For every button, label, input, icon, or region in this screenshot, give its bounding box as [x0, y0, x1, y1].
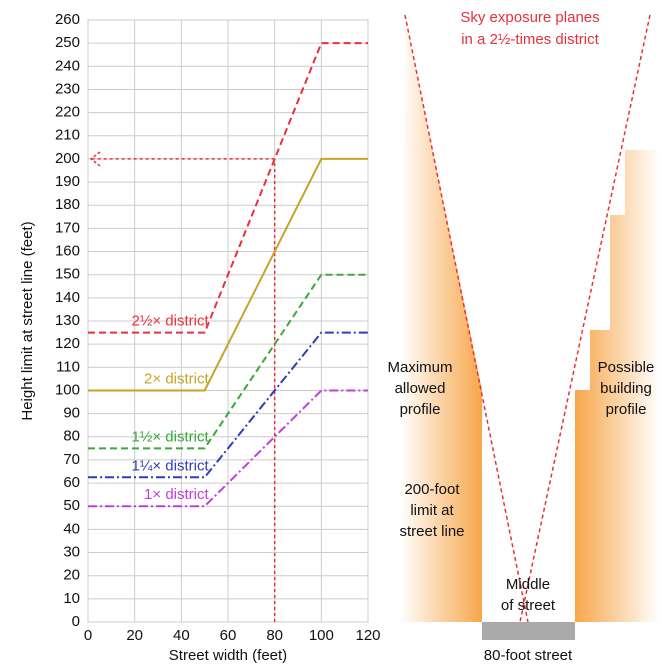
diagram-title: in a 2½-times district	[461, 31, 599, 48]
sky-plane	[519, 14, 651, 623]
y-tick-label: 20	[63, 567, 80, 584]
x-tick-label: 0	[84, 627, 92, 644]
right-label: building	[600, 380, 652, 397]
sky-plane	[404, 14, 529, 623]
middle-label: Middle	[506, 576, 550, 593]
diagram-title: Sky exposure planes	[460, 9, 599, 26]
y-tick-label: 150	[55, 266, 80, 283]
left-label: Maximum	[387, 359, 452, 376]
y-tick-label: 40	[63, 520, 80, 537]
y-tick-label: 100	[55, 381, 80, 398]
x-tick-label: 80	[266, 627, 283, 644]
left-label: profile	[400, 401, 441, 418]
x-tick-label: 20	[126, 627, 143, 644]
y-tick-label: 250	[55, 34, 80, 51]
legend-label: 1½× district	[132, 428, 210, 445]
series-line	[88, 157, 368, 392]
limit-label: limit at	[410, 502, 454, 519]
y-tick-label: 190	[55, 173, 80, 190]
limit-label: street line	[399, 523, 464, 540]
legend-label: 1× district	[144, 486, 209, 503]
series-line	[88, 42, 368, 334]
y-tick-label: 230	[55, 80, 80, 97]
series-line	[88, 331, 368, 479]
y-tick-label: 260	[55, 11, 80, 28]
right-label: Possible	[598, 359, 655, 376]
legend-label: 2½× district	[132, 313, 210, 330]
street-label: 80-foot street	[484, 647, 573, 664]
x-tick-label: 120	[355, 627, 380, 644]
y-tick-label: 50	[63, 497, 80, 514]
y-tick-label: 120	[55, 335, 80, 352]
y-tick-label: 160	[55, 243, 80, 260]
y-tick-label: 220	[55, 104, 80, 121]
y-tick-label: 140	[55, 289, 80, 306]
y-tick-label: 130	[55, 312, 80, 329]
y-tick-label: 10	[63, 590, 80, 607]
limit-label: 200-foot	[404, 481, 460, 498]
y-axis-label: Height limit at street line (feet)	[19, 221, 36, 420]
right-label: profile	[606, 401, 647, 418]
y-tick-label: 30	[63, 544, 80, 561]
y-tick-label: 60	[63, 474, 80, 491]
y-tick-label: 80	[63, 428, 80, 445]
y-tick-label: 180	[55, 196, 80, 213]
y-tick-label: 170	[55, 219, 80, 236]
y-tick-label: 90	[63, 405, 80, 422]
maximum-profile	[400, 15, 482, 622]
y-tick-label: 210	[55, 127, 80, 144]
series-line	[88, 389, 368, 508]
y-tick-label: 110	[56, 358, 80, 375]
x-axis-label: Street width (feet)	[169, 647, 287, 664]
reference-arrow	[89, 151, 101, 167]
left-label: allowed	[395, 380, 446, 397]
x-tick-label: 40	[173, 627, 190, 644]
y-tick-label: 70	[63, 451, 80, 468]
legend-label: 2× district	[144, 370, 209, 387]
y-tick-label: 200	[55, 150, 80, 167]
y-tick-label: 0	[72, 613, 80, 630]
legend-label: 1¼× district	[132, 457, 210, 474]
x-tick-label: 100	[309, 627, 334, 644]
x-tick-label: 60	[220, 627, 237, 644]
street	[482, 622, 575, 640]
diagram: Sky exposure planes in a 2½-times distri…	[387, 9, 660, 664]
y-tick-label: 240	[55, 57, 80, 74]
series-line	[88, 273, 368, 450]
building-profile	[575, 150, 660, 622]
middle-label: of street	[501, 597, 556, 614]
